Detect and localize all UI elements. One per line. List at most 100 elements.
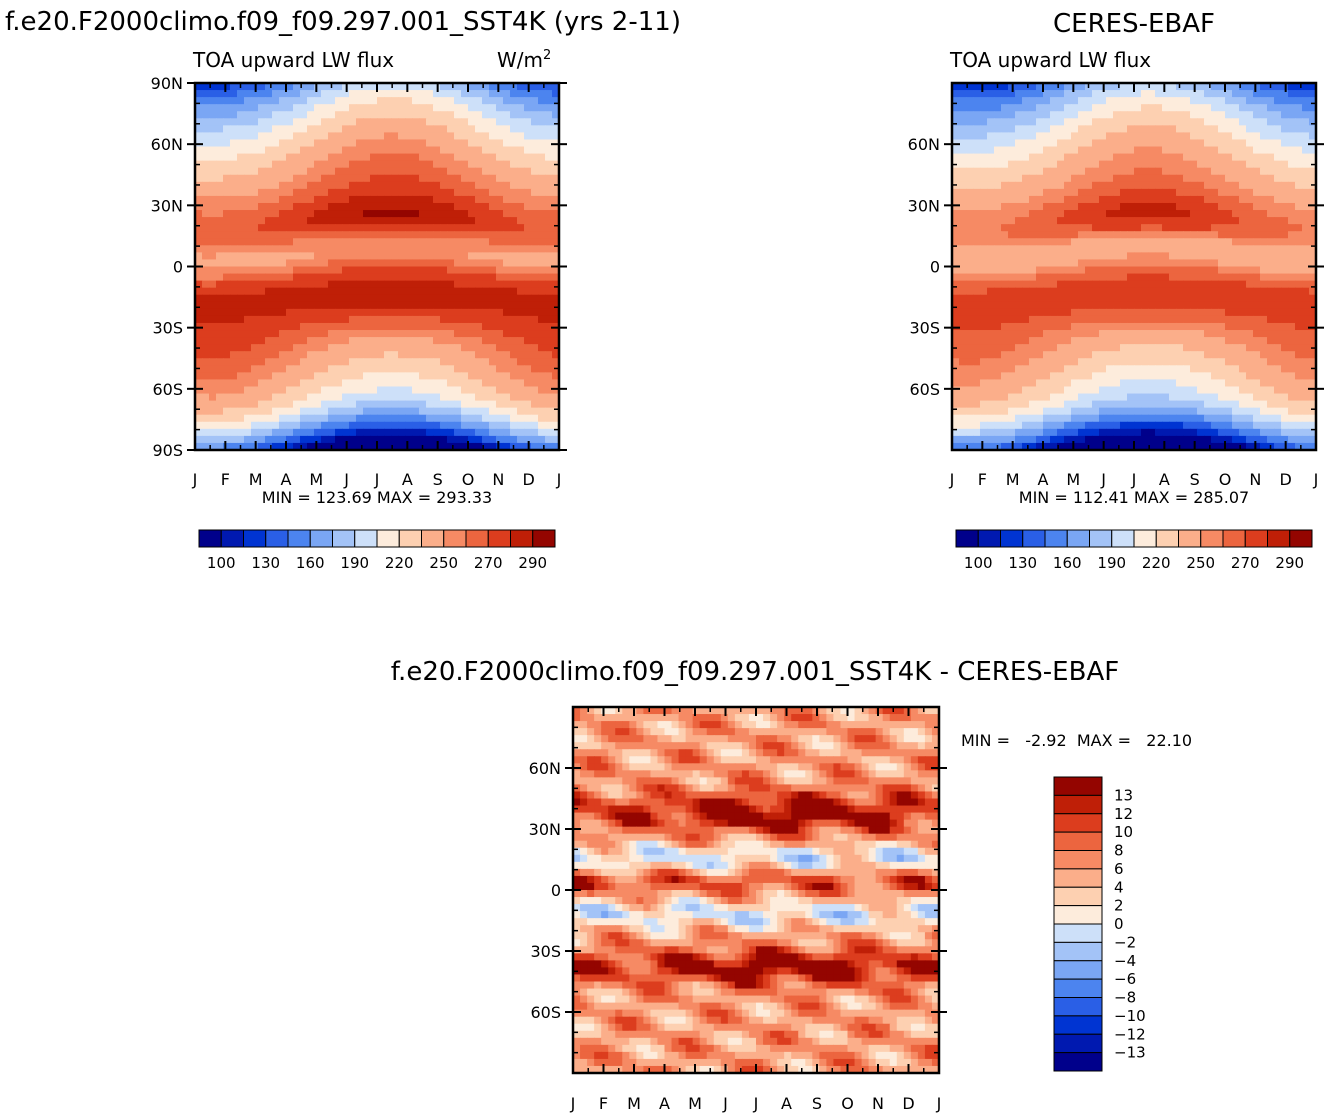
contour-cell: [209, 386, 217, 395]
contour-cell: [1274, 301, 1282, 310]
contour-cell: [1120, 337, 1128, 345]
contour-cell: [952, 372, 960, 381]
contour-cell: [237, 308, 245, 317]
contour-cell: [1204, 330, 1212, 338]
contour-cell: [1106, 287, 1114, 296]
contour-cell: [328, 294, 336, 303]
contour-cell: [503, 83, 511, 91]
contour-cell: [482, 358, 490, 366]
contour-cell: [419, 273, 427, 282]
contour-cell: [335, 308, 343, 317]
contour-cell: [1302, 337, 1310, 345]
contour-cell: [1183, 344, 1191, 352]
contour-cell: [447, 379, 455, 388]
contour-cell: [1099, 125, 1107, 134]
contour-cell: [538, 400, 546, 409]
contour-cell: [384, 118, 392, 126]
contour-cell: [272, 210, 280, 218]
contour-cell: [286, 139, 294, 148]
contour-cell: [1029, 160, 1037, 169]
contour-cell: [1092, 97, 1100, 105]
contour-cell: [279, 273, 287, 282]
contour-cell: [1036, 104, 1044, 112]
contour-cell: [230, 337, 238, 345]
contour-cell: [286, 273, 294, 282]
contour-cell: [454, 83, 462, 91]
contour-cell: [237, 252, 245, 261]
contour-cell: [370, 330, 378, 338]
contour-cell: [1092, 245, 1100, 253]
contour-cell: [994, 266, 1002, 275]
contour-cell: [321, 351, 329, 359]
contour-cell: [461, 245, 469, 253]
contour-cell: [454, 442, 462, 451]
contour-cell: [216, 224, 224, 232]
contour-cell: [994, 125, 1002, 134]
contour-cell: [349, 344, 357, 352]
contour-cell: [1141, 322, 1149, 331]
contour-cell: [223, 217, 231, 225]
contour-cell: [980, 210, 988, 218]
contour-cell: [496, 386, 504, 395]
contour-cell: [1197, 174, 1205, 183]
contour-cell: [1134, 273, 1142, 282]
contour-cell: [1197, 139, 1205, 148]
contour-cell: [426, 421, 434, 430]
contour-cell: [321, 83, 329, 91]
contour-cell: [412, 315, 420, 324]
contour-cell: [419, 330, 427, 338]
contour-cell: [370, 97, 378, 105]
contour-cell: [510, 90, 518, 98]
contour-cell: [503, 245, 511, 253]
contour-cell: [489, 266, 497, 275]
contour-cell: [356, 238, 364, 246]
contour-cell: [1085, 224, 1093, 232]
contour-cell: [952, 266, 960, 275]
contour-cell: [510, 273, 518, 282]
contour-cell: [1246, 97, 1254, 105]
contour-cell: [265, 393, 273, 402]
contour-cell: [1169, 224, 1177, 232]
contour-cell: [1225, 97, 1233, 105]
contour-cell: [1190, 111, 1198, 119]
contour-cell: [1078, 287, 1086, 296]
contour-cell: [1281, 132, 1289, 141]
contour-cell: [959, 181, 967, 190]
contour-cell: [237, 435, 245, 444]
contour-cell: [1211, 97, 1219, 105]
contour-cell: [363, 400, 371, 409]
contour-cell: [1211, 160, 1219, 169]
contour-cell: [426, 181, 434, 190]
contour-cell: [1050, 330, 1058, 338]
contour-cell: [307, 442, 315, 451]
contour-cell: [321, 400, 329, 409]
contour-cell: [531, 167, 539, 176]
contour-cell: [538, 167, 546, 176]
contour-cell: [1190, 259, 1198, 268]
contour-cell: [244, 97, 252, 105]
contour-cell: [1302, 344, 1310, 352]
contour-cell: [1232, 118, 1240, 126]
contour-cell: [419, 118, 427, 126]
contour-cell: [1239, 294, 1247, 303]
contour-cell: [1148, 167, 1156, 176]
contour-cell: [258, 330, 266, 338]
contour-cell: [1036, 280, 1044, 289]
contour-cell: [1204, 104, 1212, 112]
contour-cell: [321, 104, 329, 112]
contour-cell: [1267, 160, 1275, 169]
contour-cell: [314, 379, 322, 388]
contour-cell: [1050, 188, 1058, 197]
contour-cell: [987, 273, 995, 282]
contour-cell: [1085, 195, 1093, 204]
contour-cell: [1057, 188, 1065, 197]
contour-cell: [279, 259, 287, 268]
contour-cell: [1071, 351, 1079, 359]
contour-cell: [538, 224, 546, 232]
contour-cell: [1162, 202, 1170, 211]
contour-cell: [370, 386, 378, 395]
contour-cell: [994, 104, 1002, 112]
contour-cell: [1036, 188, 1044, 197]
contour-cell: [1253, 146, 1261, 155]
contour-cell: [1001, 146, 1009, 155]
